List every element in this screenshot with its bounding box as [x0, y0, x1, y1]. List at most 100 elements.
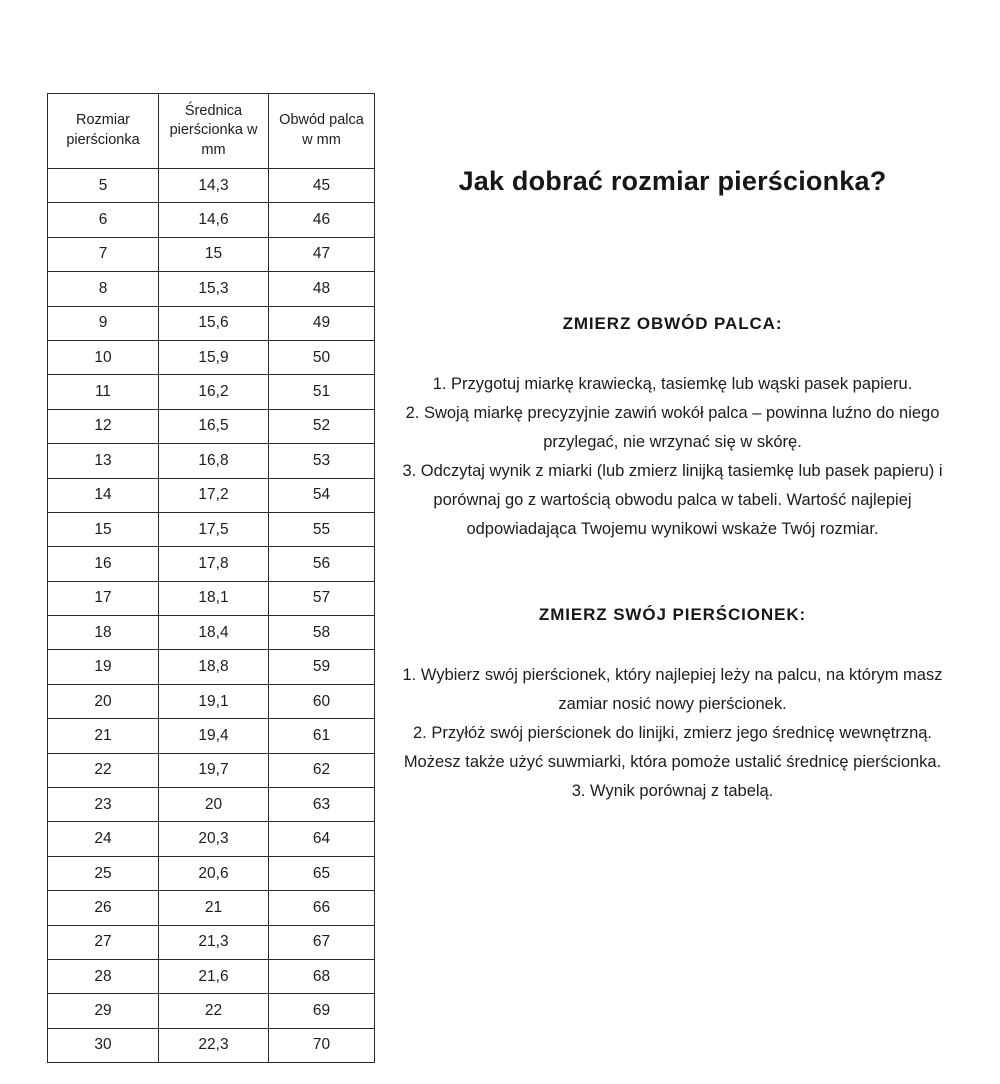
table-cell: 65: [268, 855, 375, 892]
instruction-item: 3. Odczytaj wynik z miarki (lub zmierz l…: [402, 462, 943, 539]
table-cell: 69: [268, 993, 375, 1029]
table-cell: 24: [47, 821, 159, 857]
table-cell: 18: [47, 615, 159, 651]
table-row: 27 21,3 67: [47, 924, 375, 960]
table-row: 15 17,5 55: [47, 511, 375, 548]
table-cell: 20: [47, 683, 159, 720]
table-cell: 54: [268, 477, 375, 513]
instruction-item: 2. Swoją miarkę precyzyjnie zawiń wokół …: [405, 404, 940, 452]
table-cell: 19,7: [158, 752, 269, 789]
table-cell: 16: [47, 546, 159, 582]
table-row: 18 18,4 58: [47, 615, 375, 651]
table-row: 21 19,4 61: [47, 718, 375, 754]
table-row: 12 16,5 52: [47, 408, 375, 445]
table-cell: 16,5: [158, 408, 269, 445]
table-row: 29 22 69: [47, 993, 375, 1029]
table-cell: 46: [268, 202, 375, 238]
table-row: 24 20,3 64: [47, 821, 375, 857]
table-row: 8 15,3 48: [47, 271, 375, 307]
table-row: 30 22,3 70: [47, 1027, 375, 1064]
table-cell: 59: [268, 649, 375, 685]
table-cell: 20: [158, 787, 269, 823]
section-heading-zmierz-swoj-pierscionek: ZMIERZ SWÓJ PIERŚCIONEK:: [538, 605, 807, 625]
table-row: 11 16,2 51: [47, 374, 375, 410]
instruction-item: 1. Przygotuj miarkę krawiecką, tasiemkę …: [432, 375, 913, 394]
table-row: 14 17,2 54: [47, 477, 375, 513]
table-cell: 14,3: [158, 167, 269, 204]
table-cell: 67: [268, 924, 375, 960]
table-cell: 29: [47, 993, 159, 1029]
table-cell: 58: [268, 615, 375, 651]
header-srednica-pierscionka: Średnica pierścionka w mm: [158, 93, 269, 169]
ring-size-table-body: 5 14,3 45 6 14,6 46 7 15 47 8 15,3 48 9 15,6 49 10 15,9 5…: [47, 167, 375, 1064]
table-cell: 17,8: [158, 546, 269, 582]
table-cell: 12: [47, 408, 159, 445]
instruction-list-obwod-palca: 1. Przygotuj miarkę krawiecką, tasiemkę …: [400, 370, 945, 544]
table-row: 19 18,8 59: [47, 649, 375, 685]
table-row: 9 15,6 49: [47, 305, 375, 341]
table-cell: 63: [268, 787, 375, 823]
table-cell: 8: [47, 271, 159, 307]
table-cell: 61: [268, 718, 375, 754]
table-cell: 16,2: [158, 374, 269, 410]
table-cell: 19,4: [158, 718, 269, 754]
table-cell: 9: [47, 305, 159, 341]
table-cell: 47: [268, 236, 375, 273]
instruction-item: 3. Wynik porównaj z tabelą.: [571, 782, 774, 801]
table-cell: 60: [268, 683, 375, 720]
table-row: 16 17,8 56: [47, 546, 375, 582]
table-cell: 22: [158, 993, 269, 1029]
table-cell: 19: [47, 649, 159, 685]
table-cell: 53: [268, 443, 375, 479]
header-obwod-palca: Obwód palca w mm: [268, 93, 375, 169]
table-header-row: Rozmiar pierścionka Średnica pierścionka…: [47, 93, 375, 169]
table-cell: 68: [268, 958, 375, 995]
table-cell: 17,5: [158, 511, 269, 548]
table-row: 20 19,1 60: [47, 683, 375, 720]
table-cell: 57: [268, 580, 375, 617]
table-row: 22 19,7 62: [47, 752, 375, 789]
table-cell: 13: [47, 443, 159, 479]
table-row: 6 14,6 46: [47, 202, 375, 238]
table-cell: 21,3: [158, 924, 269, 960]
table-row: 13 16,8 53: [47, 443, 375, 479]
table-cell: 18,1: [158, 580, 269, 617]
table-cell: 49: [268, 305, 375, 341]
table-cell: 18,4: [158, 615, 269, 651]
instruction-item: 1. Wybierz swój pierścionek, który najle…: [402, 666, 943, 714]
table-cell: 7: [47, 236, 159, 273]
table-row: 17 18,1 57: [47, 580, 375, 617]
table-cell: 52: [268, 408, 375, 445]
table-cell: 64: [268, 821, 375, 857]
table-cell: 17,2: [158, 477, 269, 513]
table-row: 5 14,3 45: [47, 167, 375, 204]
table-row: 7 15 47: [47, 236, 375, 273]
table-cell: 14,6: [158, 202, 269, 238]
table-cell: 62: [268, 752, 375, 789]
instructions-panel: Jak dobrać rozmiar pierścionka? ZMIERZ O…: [400, 0, 945, 806]
table-cell: 15,9: [158, 339, 269, 376]
table-cell: 15,3: [158, 271, 269, 307]
table-row: 25 20,6 65: [47, 855, 375, 892]
section-heading-zmierz-obwod-palca: ZMIERZ OBWÓD PALCA:: [562, 314, 783, 334]
table-cell: 19,1: [158, 683, 269, 720]
table-cell: 18,8: [158, 649, 269, 685]
table-cell: 26: [47, 890, 159, 926]
table-cell: 55: [268, 511, 375, 548]
table-cell: 14: [47, 477, 159, 513]
ring-size-table: Rozmiar pierścionka Średnica pierścionka…: [47, 93, 375, 1064]
table-cell: 15: [158, 236, 269, 273]
table-cell: 21: [158, 890, 269, 926]
table-cell: 51: [268, 374, 375, 410]
table-cell: 23: [47, 787, 159, 823]
table-cell: 17: [47, 580, 159, 617]
table-cell: 20,3: [158, 821, 269, 857]
table-cell: 6: [47, 202, 159, 238]
table-cell: 66: [268, 890, 375, 926]
instruction-item: 2. Przyłóż swój pierścionek do linijki, …: [403, 724, 942, 772]
table-cell: 22: [47, 752, 159, 789]
header-rozmiar-pierscionka: Rozmiar pierścionka: [47, 93, 159, 169]
table-cell: 28: [47, 958, 159, 995]
instruction-list-swoj-pierscionek: 1. Wybierz swój pierścionek, który najle…: [400, 661, 945, 806]
table-cell: 10: [47, 339, 159, 376]
